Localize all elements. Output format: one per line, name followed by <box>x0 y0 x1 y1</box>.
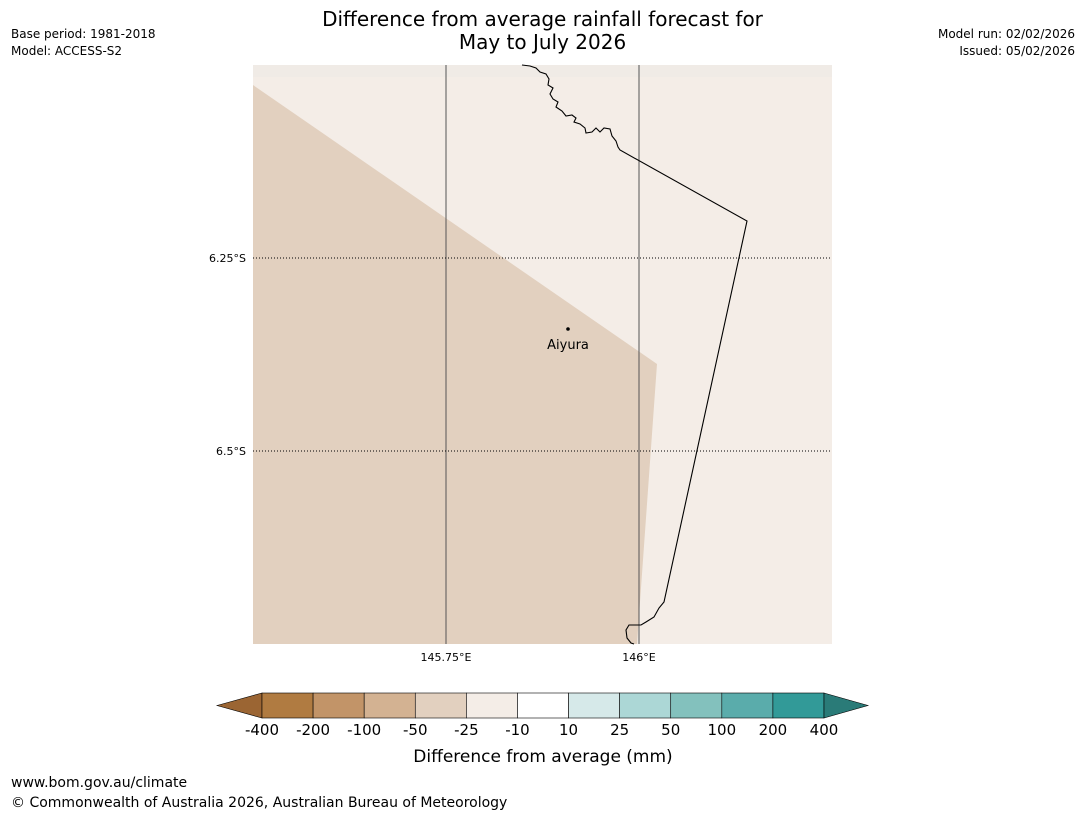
colorbar-segment <box>261 692 314 719</box>
colorbar-extend-high <box>823 692 870 719</box>
drier-region <box>253 85 657 644</box>
coastline <box>521 64 748 645</box>
colorbar-tick-label: 200 <box>759 721 788 739</box>
colorbar-tick-label: -400 <box>245 721 279 739</box>
colorbar-segment <box>414 692 467 719</box>
chart-title: Difference from average rainfall forecas… <box>200 8 885 54</box>
colorbar-segment <box>466 692 518 719</box>
colorbar-tick-label: -25 <box>454 721 479 739</box>
model-text: Model: ACCESS-S2 <box>11 44 123 58</box>
footer-copyright: © Commonwealth of Australia 2026, Austra… <box>11 795 508 811</box>
map-top-band <box>253 65 832 77</box>
colorbar-tick-label: -200 <box>296 721 330 739</box>
footer-url: www.bom.gov.au/climate <box>11 775 188 791</box>
colorbar-legend <box>215 692 870 719</box>
metadata-right: Model run: 02/02/2026 Issued: 05/02/2026 <box>938 26 1075 60</box>
colorbar-tick-label: 100 <box>707 721 736 739</box>
legend-title: Difference from average (mm) <box>413 747 672 767</box>
colorbar-segment <box>619 692 672 719</box>
lon-label-145-75: 145.75°E <box>421 651 472 664</box>
colorbar-segment <box>772 692 825 719</box>
model-run-text: Model run: 02/02/2026 <box>937 27 1075 41</box>
colorbar-tick-label: 25 <box>610 721 629 739</box>
colorbar-segment <box>568 692 620 719</box>
lon-label-146: 146°E <box>622 651 655 664</box>
colorbar-tick-label: 10 <box>559 721 578 739</box>
lat-label-6-5: 6.5°S <box>216 445 246 458</box>
colorbar-segment <box>312 692 365 719</box>
issued-text: Issued: 05/02/2026 <box>959 44 1075 58</box>
colorbar-tick-label: -50 <box>403 721 428 739</box>
base-period-text: Base period: 1981-2018 <box>11 27 156 41</box>
aiyura-marker <box>566 327 570 331</box>
colorbar-tick-label: 50 <box>661 721 680 739</box>
colorbar-tick-label: -100 <box>347 721 381 739</box>
aiyura-label: Aiyura <box>547 338 589 353</box>
title-line-1: Difference from average rainfall forecas… <box>322 7 763 31</box>
lat-label-6-25: 6.25°S <box>209 252 246 265</box>
title-line-2: May to July 2026 <box>458 30 627 54</box>
colorbar-segment <box>670 692 723 719</box>
colorbar-extend-low <box>215 692 263 719</box>
colorbar-tick-label: 400 <box>810 721 839 739</box>
colorbar-tick-label: -10 <box>505 721 530 739</box>
metadata-left: Base period: 1981-2018 Model: ACCESS-S2 <box>11 26 156 60</box>
colorbar-tick-labels: -400 -200 -100 -50 -25 -10 10 25 50 100 200 400 <box>245 721 838 739</box>
colorbar-segment <box>517 692 569 719</box>
colorbar-segment <box>721 692 774 719</box>
colorbar-segment <box>363 692 416 719</box>
